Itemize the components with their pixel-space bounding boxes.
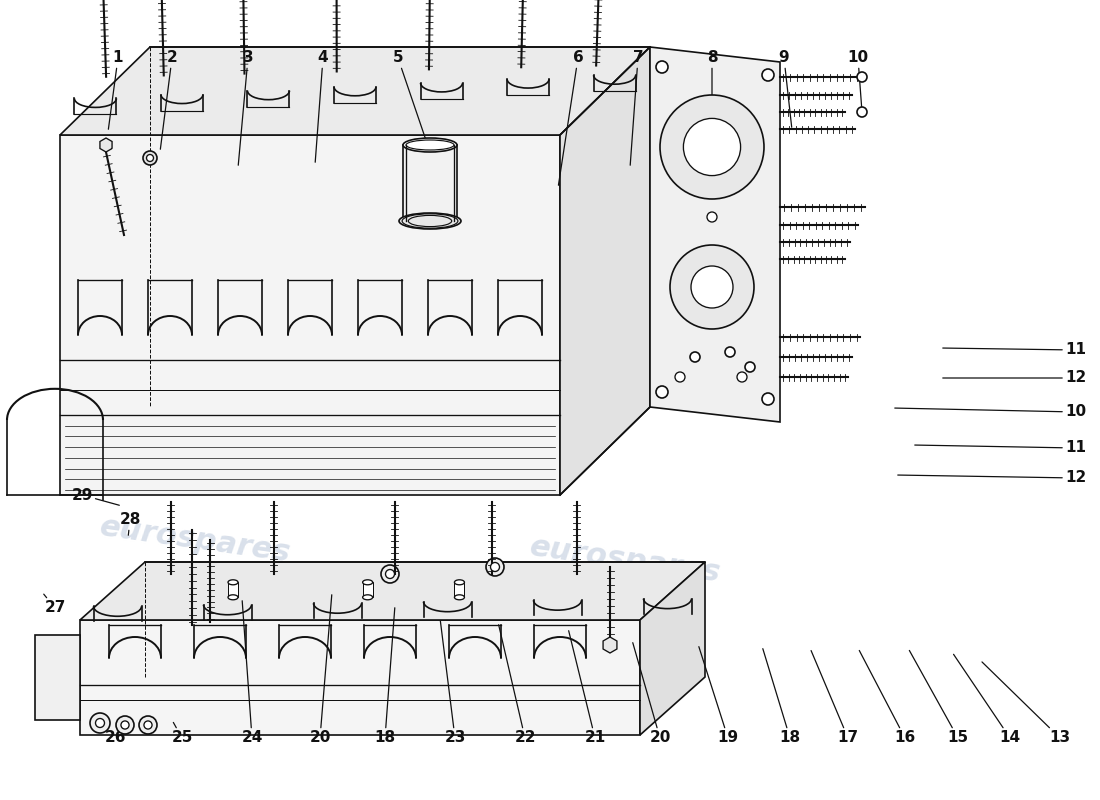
Text: 28: 28 [119,513,141,535]
Circle shape [670,245,754,329]
Text: 23: 23 [440,621,465,746]
Text: 15: 15 [910,650,969,746]
Polygon shape [403,145,456,221]
Polygon shape [603,637,617,653]
Text: 2: 2 [161,50,177,150]
Polygon shape [60,135,560,495]
Circle shape [146,154,154,162]
Text: 20: 20 [309,594,332,746]
Text: 10: 10 [894,405,1086,419]
Text: 27: 27 [44,594,66,615]
Text: 12: 12 [943,370,1087,386]
Text: eurospares: eurospares [98,512,293,568]
Ellipse shape [403,138,456,152]
Text: eurospares: eurospares [98,258,293,313]
Text: 20: 20 [632,642,671,746]
Text: 16: 16 [859,650,915,746]
Text: 26: 26 [102,724,125,746]
Text: 24: 24 [241,601,263,746]
Text: 8: 8 [706,50,717,146]
Text: 7: 7 [630,50,644,166]
Polygon shape [100,138,112,152]
Text: 9: 9 [779,50,792,127]
Ellipse shape [454,580,464,585]
Text: 13: 13 [982,662,1070,746]
Circle shape [762,69,774,81]
Text: 18: 18 [762,649,801,746]
Polygon shape [80,620,640,735]
Text: 19: 19 [698,646,738,746]
Polygon shape [560,47,650,495]
Circle shape [745,362,755,372]
Polygon shape [80,562,705,620]
Circle shape [486,558,504,576]
Circle shape [381,565,399,583]
Circle shape [143,151,157,165]
Circle shape [656,61,668,73]
Text: 21: 21 [569,630,606,746]
Text: 1: 1 [109,50,123,130]
Polygon shape [35,635,80,720]
Circle shape [90,713,110,733]
Ellipse shape [228,580,238,585]
Circle shape [725,347,735,357]
Text: 5: 5 [393,50,429,150]
Text: eurospares: eurospares [528,258,723,313]
Ellipse shape [399,213,461,229]
Text: 12: 12 [898,470,1087,486]
Ellipse shape [363,594,373,600]
Text: 25: 25 [172,722,192,746]
Circle shape [707,212,717,222]
Text: 3: 3 [239,50,253,166]
Circle shape [121,721,129,729]
Polygon shape [363,582,373,598]
Circle shape [660,95,764,199]
Circle shape [116,716,134,734]
Ellipse shape [454,594,464,600]
Text: 11: 11 [915,441,1086,455]
Circle shape [690,352,700,362]
Circle shape [491,562,499,571]
Circle shape [656,386,668,398]
Circle shape [144,721,152,729]
Circle shape [762,393,774,405]
Text: eurospares: eurospares [528,532,723,588]
Circle shape [675,372,685,382]
Text: 11: 11 [943,342,1086,358]
Text: 6: 6 [559,50,583,186]
Circle shape [857,72,867,82]
Text: 18: 18 [374,608,396,746]
Circle shape [683,118,740,176]
Polygon shape [60,47,650,135]
Text: 22: 22 [498,625,536,746]
Text: 29: 29 [72,487,119,506]
Circle shape [857,107,867,117]
Polygon shape [650,47,780,422]
Circle shape [385,570,395,578]
Polygon shape [228,582,238,598]
Text: 4: 4 [316,50,328,162]
Circle shape [139,716,157,734]
Text: 14: 14 [954,654,1021,746]
Text: 17: 17 [811,650,859,746]
Polygon shape [640,562,705,735]
Text: 10: 10 [847,50,869,110]
Ellipse shape [363,580,373,585]
Circle shape [737,372,747,382]
Circle shape [691,266,733,308]
Circle shape [96,718,104,727]
Polygon shape [454,582,464,598]
Ellipse shape [228,594,238,600]
